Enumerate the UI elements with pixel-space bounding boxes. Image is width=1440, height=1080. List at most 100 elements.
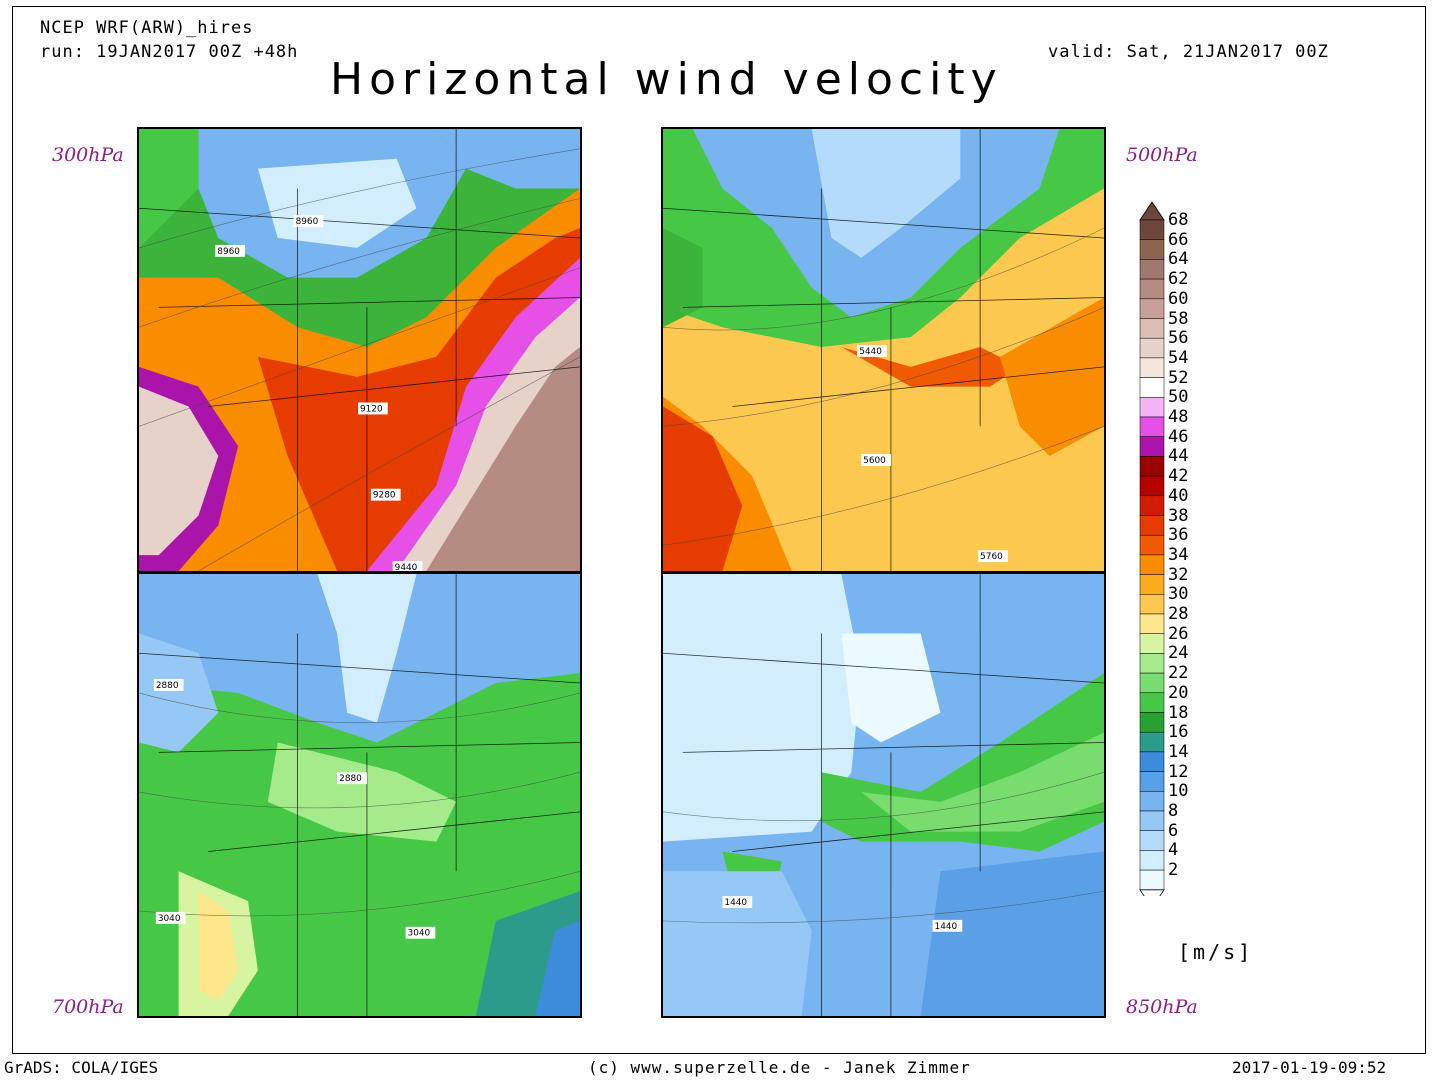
colorbar-swatch xyxy=(1139,633,1165,654)
map-panel-300hpa: 8960 8960 9120 9280 9440 xyxy=(137,127,582,573)
colorbar-swatch xyxy=(1139,830,1165,851)
unit-label: [m/s] xyxy=(1178,940,1254,964)
contour-label: 3040 xyxy=(158,914,181,924)
colorbar-tick-label: 42 xyxy=(1168,466,1189,487)
colorbar-tick-label: 20 xyxy=(1168,682,1189,703)
contour-label: 3040 xyxy=(408,929,431,939)
colorbar-swatch xyxy=(1139,475,1165,497)
colorbar-swatch xyxy=(1139,298,1165,319)
colorbar-swatch xyxy=(1139,771,1165,792)
run-info: run: 19JAN2017 00Z +48h xyxy=(40,42,299,62)
model-name: NCEP WRF(ARW)_hires xyxy=(40,18,254,38)
colorbar-tick-label: 62 xyxy=(1168,269,1189,290)
footer-center: (c) www.superzelle.de - Janek Zimmer xyxy=(588,1058,971,1077)
colorbar-tick-label: 48 xyxy=(1168,407,1189,427)
colorbar-swatch xyxy=(1139,337,1165,359)
colorbar-swatch xyxy=(1139,318,1165,339)
colorbar-tick-label: 46 xyxy=(1168,426,1189,447)
colorbar-swatch xyxy=(1139,357,1165,378)
colorbar-swatch xyxy=(1139,456,1165,477)
colorbar-tick-label: 14 xyxy=(1168,741,1189,762)
colorbar-swatch xyxy=(1139,397,1165,418)
colorbar-tick-label: 64 xyxy=(1168,249,1189,270)
contour-label: 5440 xyxy=(859,347,882,357)
colorbar-swatch xyxy=(1139,850,1165,871)
valid-time: valid: Sat, 21JAN2017 00Z xyxy=(1048,42,1329,62)
contour-label: 8960 xyxy=(296,217,319,227)
colorbar-max-arrow xyxy=(1139,201,1165,221)
footer-left: GrADS: COLA/IGES xyxy=(4,1058,159,1077)
colorbar-swatch xyxy=(1139,712,1165,733)
level-label-300: 300hPa xyxy=(52,144,124,166)
map-panel-700hpa: 2880 2880 3040 3040 xyxy=(137,572,582,1018)
colorbar-tick-label: 24 xyxy=(1168,643,1189,664)
colorbar-tick-label: 28 xyxy=(1168,604,1189,624)
colorbar-swatch xyxy=(1139,791,1165,812)
contour-label: 2880 xyxy=(339,774,362,784)
map-panel-500hpa: 5440 5600 5760 xyxy=(661,127,1106,573)
colorbar-swatch xyxy=(1139,692,1165,713)
colorbar-tick-label: 68 xyxy=(1168,210,1189,230)
map-panel-850hpa: 1440 1440 xyxy=(661,572,1106,1018)
colorbar-swatch xyxy=(1139,219,1165,240)
colorbar-swatch xyxy=(1139,594,1165,615)
colorbar-swatch xyxy=(1139,416,1165,437)
colorbar-swatch xyxy=(1139,554,1165,575)
level-label-500: 500hPa xyxy=(1126,144,1198,166)
contour-label: 5760 xyxy=(980,552,1003,562)
colorbar-tick-label: 6 xyxy=(1168,820,1179,841)
colorbar-swatch xyxy=(1139,653,1165,674)
contour-label: 5600 xyxy=(863,456,886,466)
colorbar-tick-label: 66 xyxy=(1168,229,1189,250)
level-label-700: 700hPa xyxy=(52,996,124,1018)
colorbar-tick-label: 4 xyxy=(1168,840,1179,861)
colorbar-tick-label: 60 xyxy=(1168,288,1189,309)
contour-label: 1440 xyxy=(935,922,958,932)
colorbar-swatch xyxy=(1139,278,1165,300)
colorbar-swatch xyxy=(1139,515,1165,536)
colorbar-tick-label: 8 xyxy=(1168,801,1179,821)
colorbar-tick-label: 36 xyxy=(1168,525,1189,546)
colorbar-swatch xyxy=(1139,751,1165,772)
contour-label: 8960 xyxy=(217,247,240,257)
contour-label: 9280 xyxy=(373,491,396,501)
colorbar-tick-label: 26 xyxy=(1168,623,1189,644)
colorbar-swatch xyxy=(1139,672,1165,694)
colorbar-swatch xyxy=(1139,869,1165,891)
colorbar-tick-label: 58 xyxy=(1168,308,1189,329)
contour-label: 1440 xyxy=(724,898,747,908)
colorbar-swatch xyxy=(1139,377,1165,398)
colorbar-swatch xyxy=(1139,731,1165,753)
contour-label: 9440 xyxy=(395,563,418,571)
plot-frame xyxy=(12,6,1426,1054)
colorbar-tick-label: 38 xyxy=(1168,505,1189,526)
colorbar-tick-label: 18 xyxy=(1168,702,1189,723)
colorbar-tick-label: 56 xyxy=(1168,328,1189,349)
colorbar-tick-label: 40 xyxy=(1168,485,1189,506)
colorbar-swatch xyxy=(1139,534,1165,556)
colorbar-tick-label: 30 xyxy=(1168,584,1189,605)
level-label-850: 850hPa xyxy=(1126,996,1198,1018)
colorbar-swatch xyxy=(1139,613,1165,634)
colorbar-swatch xyxy=(1139,436,1165,457)
wind-map-700hpa: 2880 2880 3040 3040 xyxy=(139,574,580,1016)
colorbar-tick-label: 2 xyxy=(1168,860,1179,881)
wind-map-300hpa: 8960 8960 9120 9280 9440 xyxy=(139,129,580,571)
footer-right: 2017-01-19-09:52 xyxy=(1232,1058,1387,1077)
colorbar-tick-label: 22 xyxy=(1168,663,1189,684)
colorbar xyxy=(1139,201,1165,896)
colorbar-swatch xyxy=(1139,574,1165,595)
colorbar-swatch xyxy=(1139,495,1165,516)
colorbar-tick-label: 32 xyxy=(1168,564,1189,585)
colorbar-swatch xyxy=(1139,259,1165,280)
colorbar-min-arrow xyxy=(1139,889,1165,896)
colorbar-tick-label: 54 xyxy=(1168,347,1189,368)
colorbar-tick-label: 16 xyxy=(1168,722,1189,743)
colorbar-tick-label: 34 xyxy=(1168,544,1189,565)
wind-map-850hpa: 1440 1440 xyxy=(663,574,1104,1016)
colorbar-tick-label: 12 xyxy=(1168,761,1189,782)
colorbar-tick-label: 50 xyxy=(1168,387,1189,408)
colorbar-swatch xyxy=(1139,239,1165,260)
colorbar-tick-label: 52 xyxy=(1168,367,1189,388)
colorbar-swatch xyxy=(1139,810,1165,831)
